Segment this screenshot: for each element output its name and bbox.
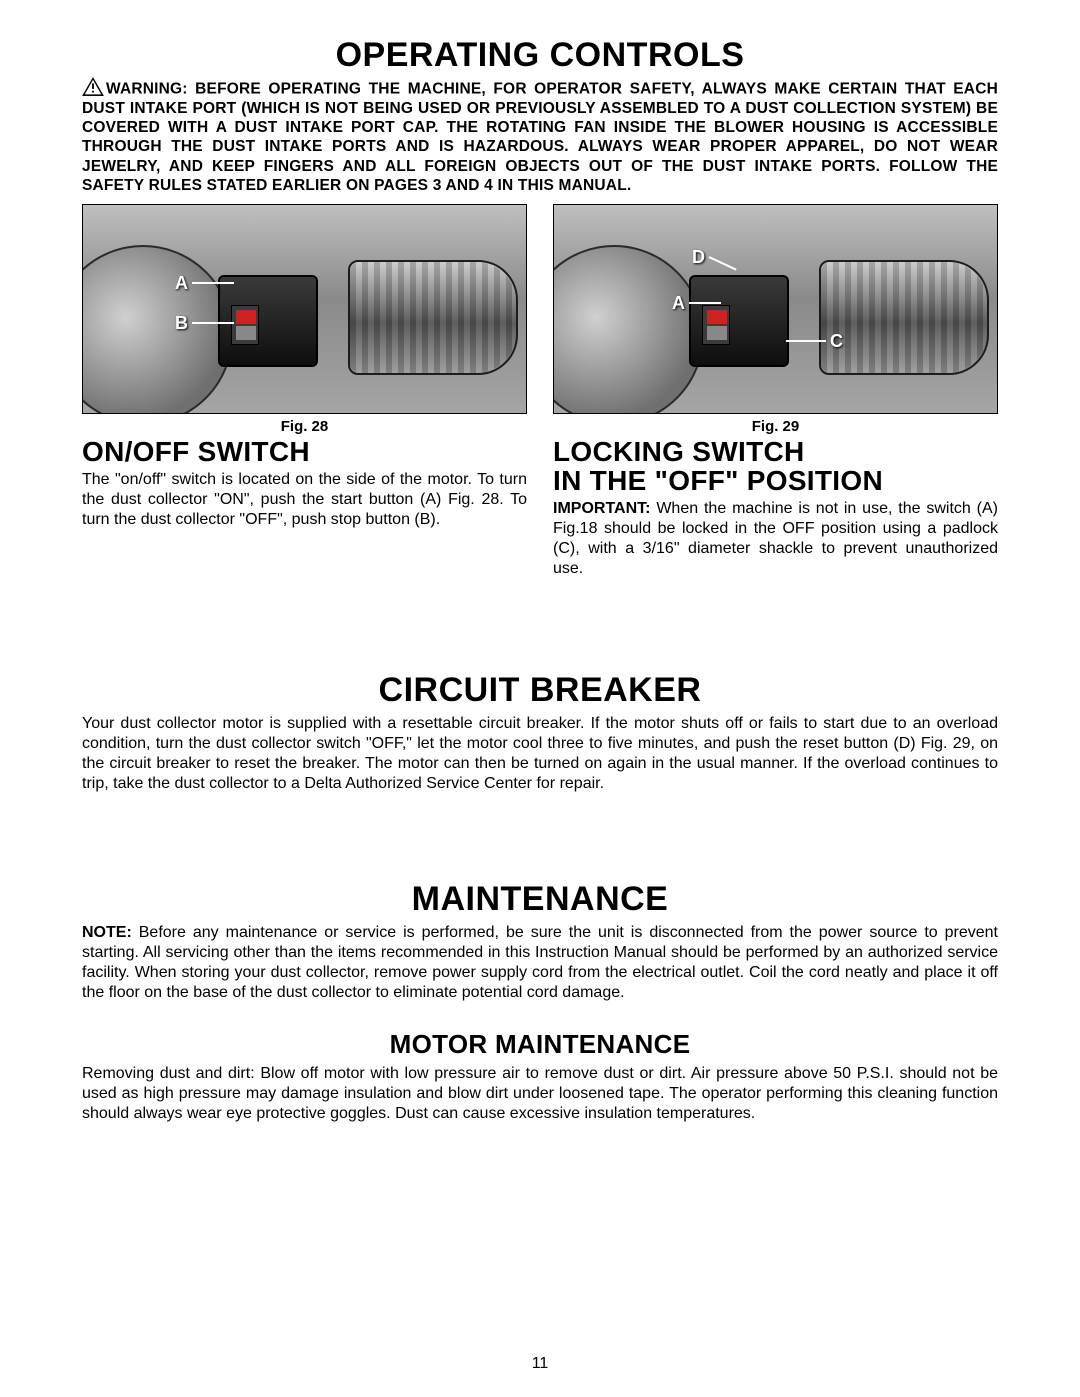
- motor-maintenance-body: Removing dust and dirt: Blow off motor w…: [82, 1064, 998, 1124]
- circuit-breaker-body: Your dust collector motor is supplied wi…: [82, 714, 998, 794]
- warning-icon: [82, 77, 104, 96]
- onoff-switch-heading: ON/OFF SWITCH: [82, 437, 527, 466]
- onoff-switch-body: The "on/off" switch is located on the si…: [82, 470, 527, 530]
- fig28-caption: Fig. 28: [82, 418, 527, 435]
- fig29-label-d: D: [692, 247, 739, 268]
- fig29-label-c: C: [786, 331, 843, 352]
- warning-text: WARNING: BEFORE OPERATING THE MACHINE, F…: [82, 80, 998, 194]
- fig28-label-b: B: [175, 313, 234, 334]
- left-column: A B Fig. 28 ON/OFF SWITCH The "on/off" s…: [82, 204, 527, 580]
- warning-paragraph: WARNING: BEFORE OPERATING THE MACHINE, F…: [82, 77, 998, 196]
- figure-29-image: D A C: [553, 204, 998, 414]
- operating-controls-title: OPERATING CONTROLS: [82, 36, 998, 75]
- note-prefix: NOTE:: [82, 924, 139, 941]
- maintenance-heading: MAINTENANCE: [82, 880, 998, 919]
- important-prefix: IMPORTANT:: [553, 500, 656, 517]
- fig29-caption: Fig. 29: [553, 418, 998, 435]
- figure-28-image: A B: [82, 204, 527, 414]
- locking-switch-body: IMPORTANT: When the machine is not in us…: [553, 499, 998, 579]
- fig29-label-a: A: [672, 293, 721, 314]
- figure-columns: A B Fig. 28 ON/OFF SWITCH The "on/off" s…: [82, 204, 998, 580]
- fig28-label-a: A: [175, 273, 234, 294]
- page-number: 11: [0, 1355, 1080, 1373]
- motor-maintenance-heading: MOTOR MAINTENANCE: [82, 1029, 998, 1060]
- maintenance-body: NOTE: Before any maintenance or service …: [82, 923, 998, 1003]
- right-column: D A C Fig. 29 LOCKING SWITCHIN THE "OFF"…: [553, 204, 998, 580]
- manual-page: OPERATING CONTROLS WARNING: BEFORE OPERA…: [0, 0, 1080, 1154]
- locking-switch-heading: LOCKING SWITCHIN THE "OFF" POSITION: [553, 437, 998, 496]
- circuit-breaker-heading: CIRCUIT BREAKER: [82, 671, 998, 710]
